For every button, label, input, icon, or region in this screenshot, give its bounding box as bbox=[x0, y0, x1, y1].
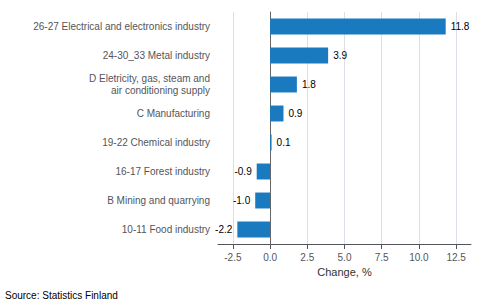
svg-text:B Mining and quarrying: B Mining and quarrying bbox=[107, 195, 210, 206]
svg-text:0.0: 0.0 bbox=[263, 252, 277, 263]
svg-text:0.1: 0.1 bbox=[277, 137, 291, 148]
svg-text:2.5: 2.5 bbox=[300, 252, 314, 263]
svg-text:24-30_33 Metal industry: 24-30_33 Metal industry bbox=[103, 50, 210, 61]
svg-text:-2.2: -2.2 bbox=[215, 224, 233, 235]
svg-text:10-11 Food industry: 10-11 Food industry bbox=[122, 224, 210, 235]
svg-text:7.5: 7.5 bbox=[375, 252, 389, 263]
svg-text:1.8: 1.8 bbox=[302, 79, 316, 90]
svg-text:0.9: 0.9 bbox=[288, 108, 302, 119]
svg-text:Source: Statistics Finland: Source: Statistics Finland bbox=[5, 290, 118, 301]
svg-text:-0.9: -0.9 bbox=[234, 166, 252, 177]
svg-text:16-17 Forest industry: 16-17 Forest industry bbox=[116, 166, 211, 177]
svg-text:-2.5: -2.5 bbox=[224, 252, 242, 263]
svg-text:10.0: 10.0 bbox=[409, 252, 429, 263]
svg-text:-1.0: -1.0 bbox=[233, 195, 251, 206]
svg-text:C Manufacturing: C Manufacturing bbox=[137, 108, 210, 119]
svg-text:D Eletricity, gas, steam and: D Eletricity, gas, steam and bbox=[89, 73, 210, 84]
svg-text:5.0: 5.0 bbox=[338, 252, 352, 263]
svg-text:air conditioning supply: air conditioning supply bbox=[111, 85, 210, 96]
svg-text:11.8: 11.8 bbox=[451, 21, 470, 32]
svg-text:19-22 Chemical industry: 19-22 Chemical industry bbox=[102, 137, 210, 148]
svg-text:Change, %: Change, % bbox=[317, 266, 372, 278]
svg-text:3.9: 3.9 bbox=[333, 50, 347, 61]
svg-text:26-27 Electrical and electroni: 26-27 Electrical and electronics industr… bbox=[33, 21, 210, 32]
svg-text:12.5: 12.5 bbox=[446, 252, 466, 263]
